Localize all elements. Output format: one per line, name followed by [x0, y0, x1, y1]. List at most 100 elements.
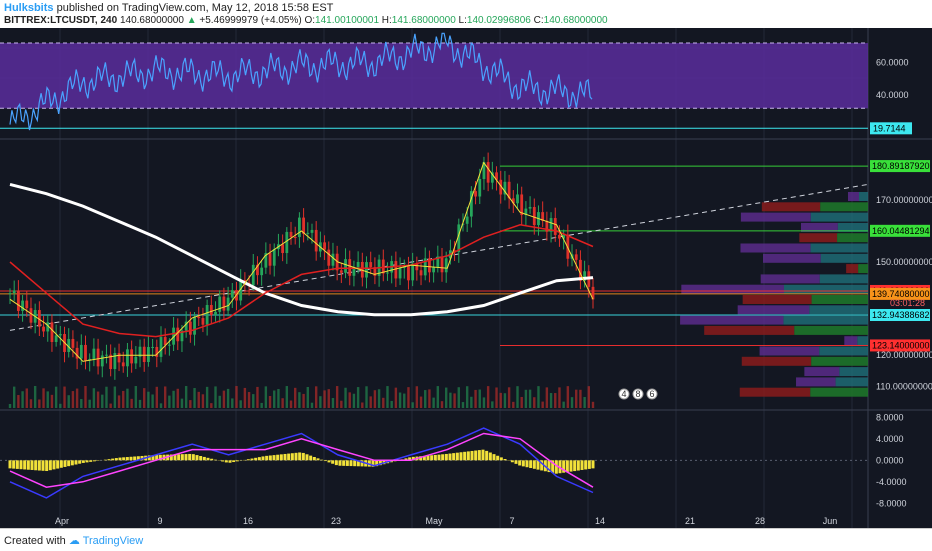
macd-histogram-bar	[445, 454, 448, 460]
candle-body	[399, 268, 402, 279]
candle-body	[441, 256, 444, 272]
author-link[interactable]: Hulksbits	[4, 2, 54, 14]
event-badge-icon: 4	[619, 389, 629, 399]
volume-profile-bar	[820, 274, 868, 283]
macd-histogram-bar	[511, 460, 514, 462]
macd-histogram-bar	[313, 457, 316, 460]
macd-histogram-bar	[471, 451, 474, 460]
macd-histogram-bar	[460, 452, 463, 460]
macd-histogram-bar	[229, 460, 232, 462]
macd-histogram-bar	[581, 460, 584, 470]
macd-histogram-bar	[104, 460, 107, 461]
macd-histogram-bar	[126, 457, 129, 460]
macd-histogram-bar	[34, 460, 37, 470]
candle-body	[92, 349, 95, 359]
volume-bar	[118, 395, 120, 408]
macd-histogram-bar	[67, 460, 70, 466]
volume-profile-bar	[704, 326, 794, 335]
volume-bar	[378, 389, 380, 408]
candle-body	[529, 207, 532, 209]
candle-body	[143, 347, 146, 362]
volume-profile-bar	[820, 202, 868, 211]
macd-histogram-bar	[309, 456, 312, 461]
tradingview-logo-icon: ☁	[69, 535, 80, 547]
volume-bar	[252, 394, 254, 408]
candle-body	[202, 318, 205, 325]
price-label-badge: 160.04481294	[870, 225, 930, 237]
price-tick-label: 150.00000000	[876, 257, 932, 267]
candle-body	[84, 345, 87, 361]
volume-bar	[311, 403, 313, 408]
up-arrow-icon: ▲	[187, 15, 197, 26]
candle-body	[42, 327, 45, 332]
volume-bar	[558, 387, 560, 408]
macd-histogram-bar	[64, 460, 67, 467]
macd-histogram-bar	[324, 460, 327, 461]
macd-histogram-bar	[518, 460, 521, 465]
macd-histogram-bar	[119, 458, 122, 461]
volume-bar	[172, 391, 174, 408]
macd-histogram-bar	[185, 454, 188, 460]
volume-bar	[382, 398, 384, 408]
macd-histogram-bar	[196, 455, 199, 460]
volume-bar	[281, 398, 283, 408]
volume-bar	[76, 389, 78, 408]
macd-histogram-bar	[533, 460, 536, 469]
candle-body	[273, 249, 276, 266]
macd-histogram-bar	[269, 455, 272, 460]
macd-histogram-bar	[23, 460, 26, 469]
candle-body	[554, 218, 557, 235]
volume-bar	[122, 391, 124, 408]
volume-bar	[583, 397, 585, 408]
volume-bar	[483, 397, 485, 408]
volume-bar	[273, 390, 275, 408]
rsi-level-badge: 19.7144	[870, 122, 912, 134]
macd-histogram-bar	[456, 453, 459, 461]
macd-histogram-bar	[284, 454, 287, 460]
macd-histogram-bar	[232, 460, 235, 462]
candle-body	[151, 347, 154, 348]
macd-histogram-bar	[273, 455, 276, 460]
candle-body	[80, 345, 83, 359]
macd-histogram-bar	[588, 460, 591, 469]
macd-histogram-bar	[207, 458, 210, 460]
macd-histogram-bar	[478, 450, 481, 460]
volume-bar	[93, 388, 95, 408]
volume-bar	[42, 388, 44, 408]
volume-bar	[51, 395, 53, 408]
volume-bar	[516, 386, 518, 408]
macd-histogram-bar	[430, 455, 433, 460]
macd-tick-label: 0.0000	[876, 455, 904, 465]
volume-profile-bar	[799, 233, 837, 242]
macd-histogram-bar	[93, 460, 96, 461]
volume-profile-bar	[857, 336, 868, 345]
volume-bar	[512, 402, 514, 408]
volume-bar	[453, 393, 455, 408]
change-value: +5.46999979 (+4.05%)	[199, 15, 301, 26]
candle-body	[72, 339, 75, 348]
volume-bar	[416, 386, 418, 408]
macd-histogram-bar	[133, 457, 136, 461]
volume-bar	[407, 387, 409, 408]
chart-canvas[interactable]: 60.000040.000019.7144170.00000000150.000…	[0, 28, 932, 528]
volume-bar	[177, 389, 179, 408]
candle-body	[365, 262, 368, 277]
macd-histogram-bar	[504, 459, 507, 460]
macd-histogram-bar	[584, 460, 587, 469]
volume-bar	[353, 394, 355, 408]
volume-bar	[30, 399, 32, 408]
volume-bar	[59, 404, 61, 408]
volume-bar	[126, 389, 128, 408]
volume-bar	[235, 386, 237, 408]
candle-body	[306, 233, 309, 234]
price-label-text: 123.14000000	[872, 340, 930, 350]
macd-histogram-bar	[214, 460, 217, 461]
volume-bar	[244, 388, 246, 408]
volume-bar	[592, 402, 594, 408]
macd-histogram-bar	[42, 460, 45, 470]
candle-body	[478, 179, 481, 197]
macd-histogram-bar	[339, 460, 342, 465]
symbol-label[interactable]: BITTREX:LTCUSDT, 240	[4, 15, 117, 26]
candle-body	[340, 270, 343, 272]
tradingview-brand-link[interactable]: TradingView	[83, 535, 144, 547]
